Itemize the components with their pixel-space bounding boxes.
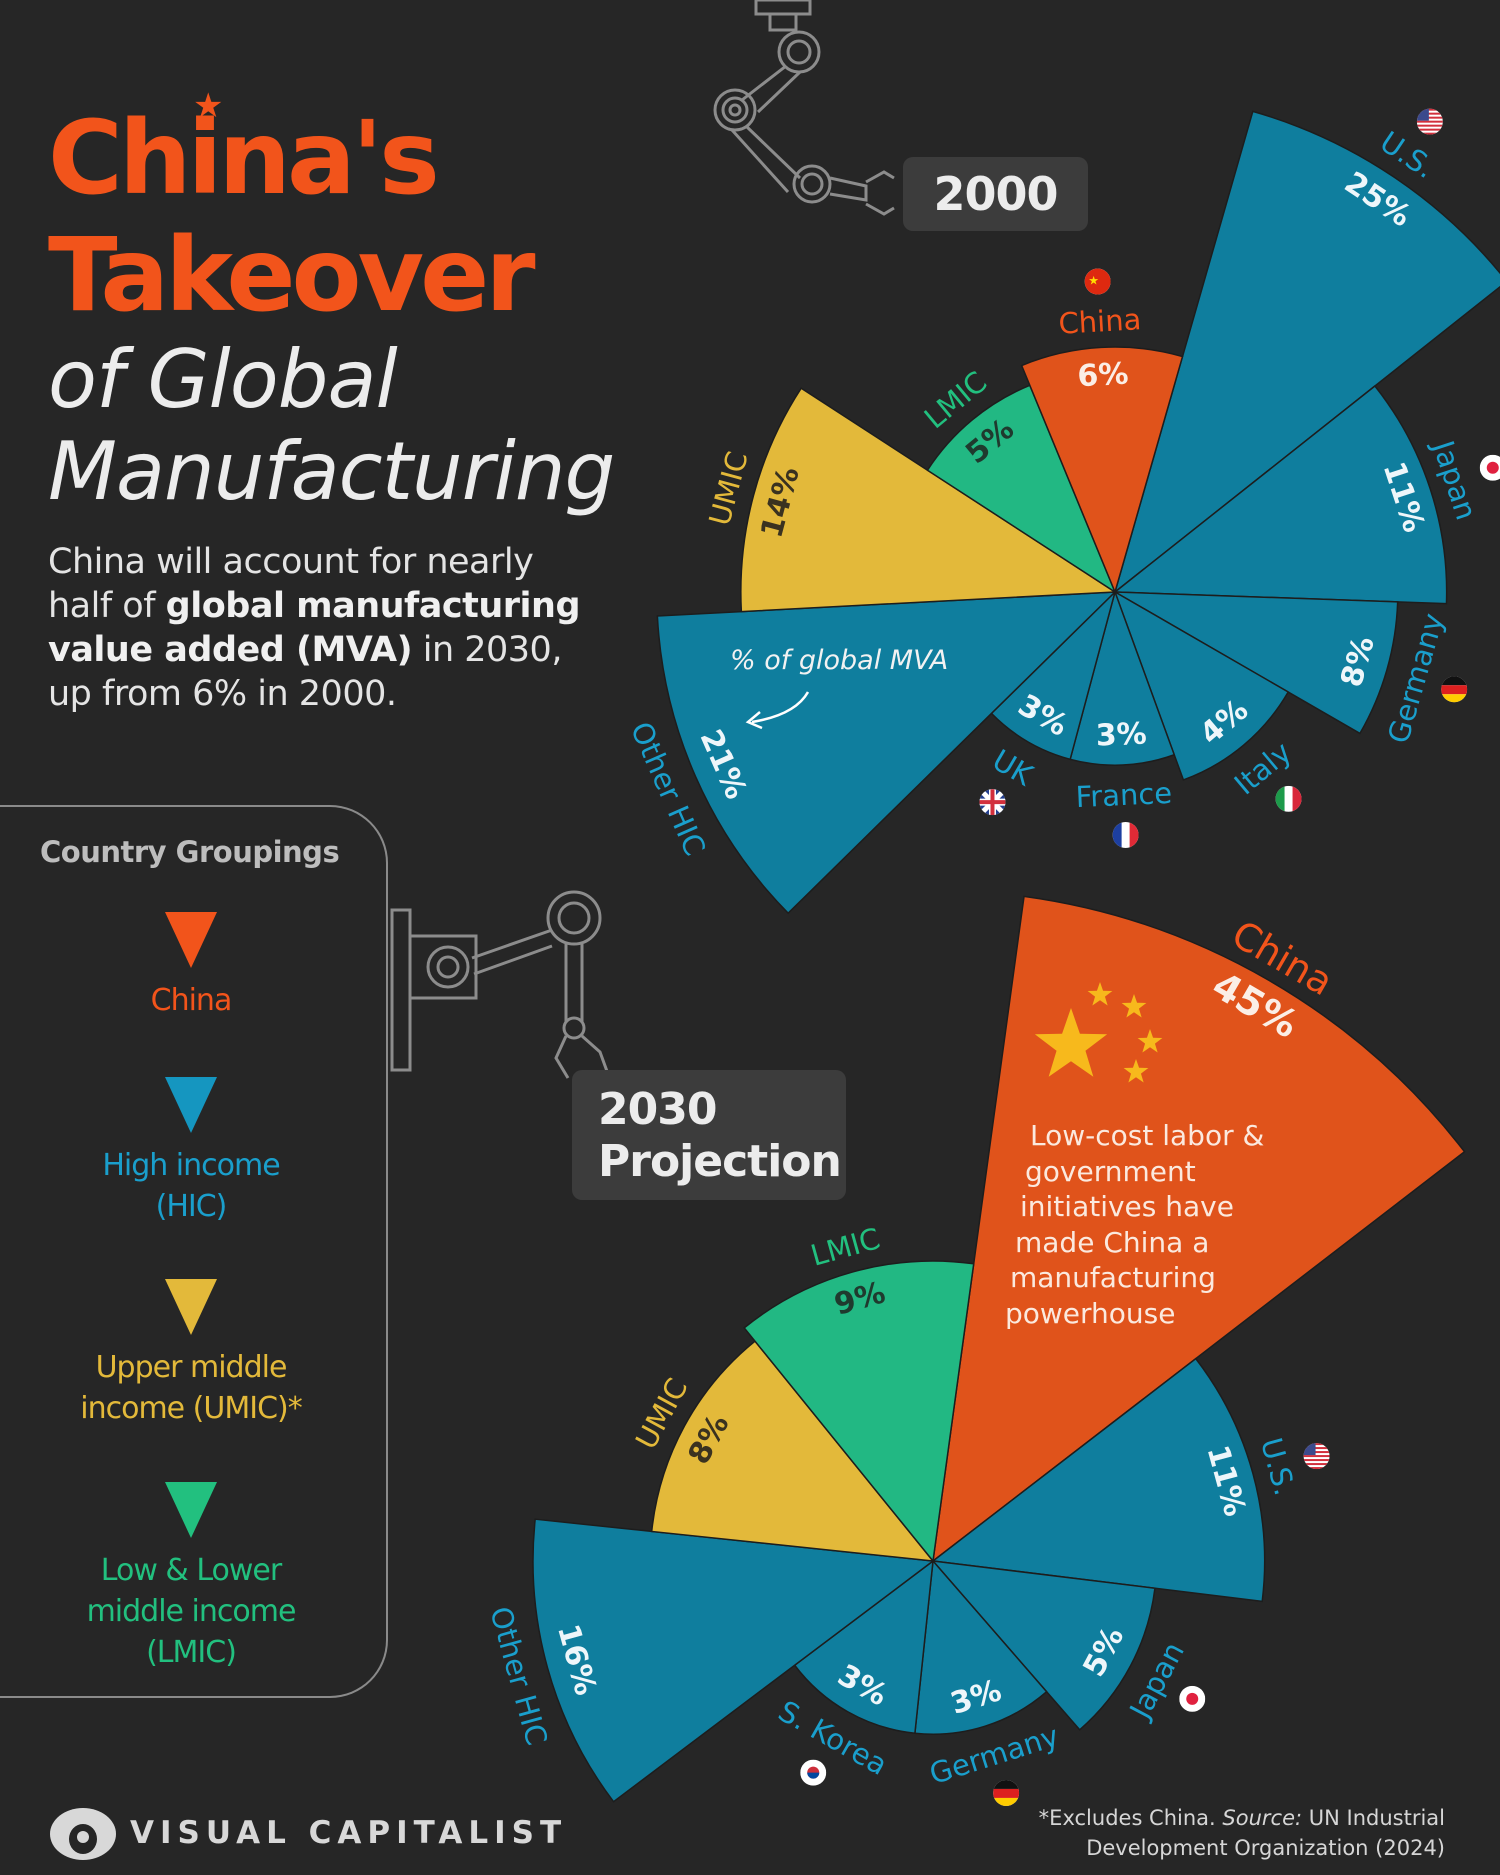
source-note: *Excludes China. Source: UN Industrial D… — [1025, 1803, 1445, 1863]
annotation-line: Low-cost labor & — [1030, 1119, 1265, 1152]
wedge-other-hic — [532, 1518, 935, 1803]
china-flag-icon: ★ — [1084, 268, 1111, 295]
subtitle-text-end: in 2030, up from 6% in 2000. — [48, 630, 562, 714]
legend-label: China — [150, 983, 233, 1018]
legend-item-china: China — [0, 912, 386, 1021]
triangle-icon — [165, 1482, 217, 1538]
annotation-line: manufacturing — [1010, 1261, 1216, 1294]
china-flag-stars-icon — [1034, 982, 1163, 1083]
wedge-umic — [740, 387, 1118, 613]
source-text: UN Industrial Development Organization (… — [1086, 1806, 1445, 1860]
title-line-2: Takeover — [48, 216, 536, 335]
visual-capitalist-logo-icon — [50, 1808, 116, 1860]
south-korea-flag-icon — [800, 1759, 827, 1786]
wedge-u-s — [1113, 110, 1500, 595]
wedge-lmic — [743, 1260, 975, 1563]
value-china: 6% — [1076, 356, 1129, 394]
mva-note-arrow-icon — [751, 691, 810, 724]
france-flag-icon — [1112, 821, 1139, 848]
wedge-umic — [650, 1340, 935, 1562]
year-label-2030: 2030 Projection — [572, 1070, 846, 1200]
us-flag-icon — [1303, 1443, 1330, 1470]
wedge-china — [1020, 346, 1184, 595]
label-u-s: U.S. — [1254, 1434, 1302, 1499]
star-icon — [1121, 994, 1147, 1018]
star-icon — [1137, 1029, 1163, 1053]
svg-text:★: ★ — [1088, 274, 1099, 288]
label-france: France — [1075, 776, 1173, 814]
wedge-germany — [1114, 591, 1399, 735]
star-icon — [1034, 1008, 1108, 1077]
wedge-other-hic — [656, 591, 1117, 915]
wedge-italy — [1113, 590, 1290, 781]
robot-arm-illustration-2030 — [390, 890, 610, 1079]
wedge-france — [1069, 589, 1176, 766]
legend-item-umic: Upper middle income (UMIC)* — [0, 1279, 386, 1429]
italy-flag-icon — [1275, 785, 1302, 812]
triangle-icon — [165, 1279, 217, 1335]
star-icon — [1087, 982, 1113, 1006]
title-line-1: China's — [48, 99, 440, 218]
annotation-line: government — [1025, 1154, 1196, 1188]
wedge-japan — [931, 1560, 1156, 1731]
wedge-lmic — [926, 384, 1117, 594]
japan-flag-icon — [1479, 454, 1500, 481]
triangle-icon — [165, 1077, 217, 1133]
legend-item-hic: High income (HIC) — [0, 1077, 386, 1227]
wedge-s-korea — [793, 1559, 934, 1735]
japan-flag-icon — [1179, 1685, 1206, 1712]
label-china: China — [1058, 302, 1143, 341]
annotation-line: powerhouse — [1005, 1296, 1176, 1330]
annotation-line: initiatives have — [1020, 1190, 1234, 1223]
subtitle-text: China will account for nearly half of — [48, 542, 534, 626]
wedge-uk — [990, 589, 1117, 761]
subtitle: China will account for nearly half of gl… — [48, 540, 588, 716]
legend-item-lmic: Low & Lower middle income (LMIC) — [0, 1482, 386, 1673]
germany-flag-icon — [993, 1779, 1020, 1806]
robot-arm-illustration-2000 — [713, 0, 895, 216]
brand-name: VISUAL CAPITALIST — [130, 1815, 568, 1851]
wedge-germany — [914, 1559, 1048, 1735]
us-flag-icon — [1416, 108, 1443, 135]
china-annotation: Low-cost labor & government initiatives … — [1000, 1118, 1264, 1331]
uk-flag-icon — [979, 789, 1006, 816]
mva-note: % of global MVA — [730, 645, 949, 676]
subtitle-bold: global manufacturing value added (MVA) — [48, 586, 581, 670]
triangle-icon — [165, 912, 217, 968]
footnote: *Excludes China. — [1038, 1806, 1223, 1830]
value-france: 3% — [1095, 716, 1147, 753]
label-umic: UMIC — [702, 448, 754, 529]
title-line-3: of Global — [48, 333, 398, 426]
legend-label: Upper middle income (UMIC)* — [80, 1350, 302, 1426]
mva-note-arrowhead-icon — [745, 711, 763, 730]
wedge-japan — [1112, 384, 1448, 605]
wedge-u-s — [931, 1357, 1266, 1603]
year-label-2000: 2000 — [903, 157, 1088, 231]
legend-label: High income (HIC) — [102, 1148, 280, 1224]
label-lmic: LMIC — [807, 1221, 884, 1273]
title-star-icon: ★ — [193, 86, 224, 126]
source-label: Source: — [1222, 1806, 1303, 1830]
germany-flag-icon — [1441, 676, 1468, 703]
legend-label: Low & Lower middle income (LMIC) — [86, 1553, 297, 1670]
star-icon — [1123, 1059, 1149, 1083]
legend-panel: Country Groupings China High income (HIC… — [0, 805, 388, 1698]
label-uk: UK — [987, 743, 1040, 793]
legend-title: Country Groupings — [40, 835, 340, 869]
annotation-line: made China a — [1015, 1225, 1210, 1259]
title-line-4: Manufacturing — [48, 425, 615, 518]
